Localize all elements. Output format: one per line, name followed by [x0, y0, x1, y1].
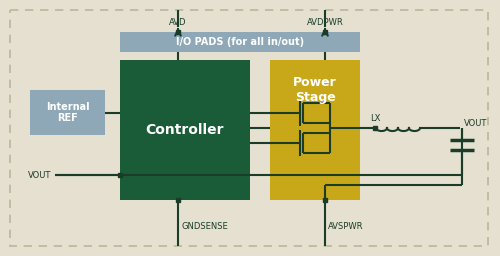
- Bar: [120, 60, 250, 200]
- Bar: [176, 30, 180, 34]
- Bar: [323, 198, 327, 202]
- Bar: [120, 32, 360, 52]
- Text: AVD: AVD: [169, 18, 187, 27]
- Bar: [30, 90, 105, 135]
- Bar: [176, 198, 180, 202]
- Bar: [118, 173, 122, 177]
- Text: AVDPWR: AVDPWR: [306, 18, 344, 27]
- Text: Power
Stage: Power Stage: [293, 76, 337, 104]
- Text: VOUT: VOUT: [28, 170, 52, 179]
- Text: GNDSENSE: GNDSENSE: [181, 222, 228, 231]
- Bar: [323, 30, 327, 34]
- Text: LX: LX: [370, 114, 380, 123]
- Bar: [270, 60, 360, 200]
- Text: AVSPWR: AVSPWR: [328, 222, 364, 231]
- Text: Internal
REF: Internal REF: [46, 102, 90, 123]
- Text: I/O PADS (for all in/out): I/O PADS (for all in/out): [176, 37, 304, 47]
- Text: VOUT: VOUT: [464, 119, 487, 127]
- Text: Controller: Controller: [146, 123, 224, 137]
- Bar: [373, 126, 377, 130]
